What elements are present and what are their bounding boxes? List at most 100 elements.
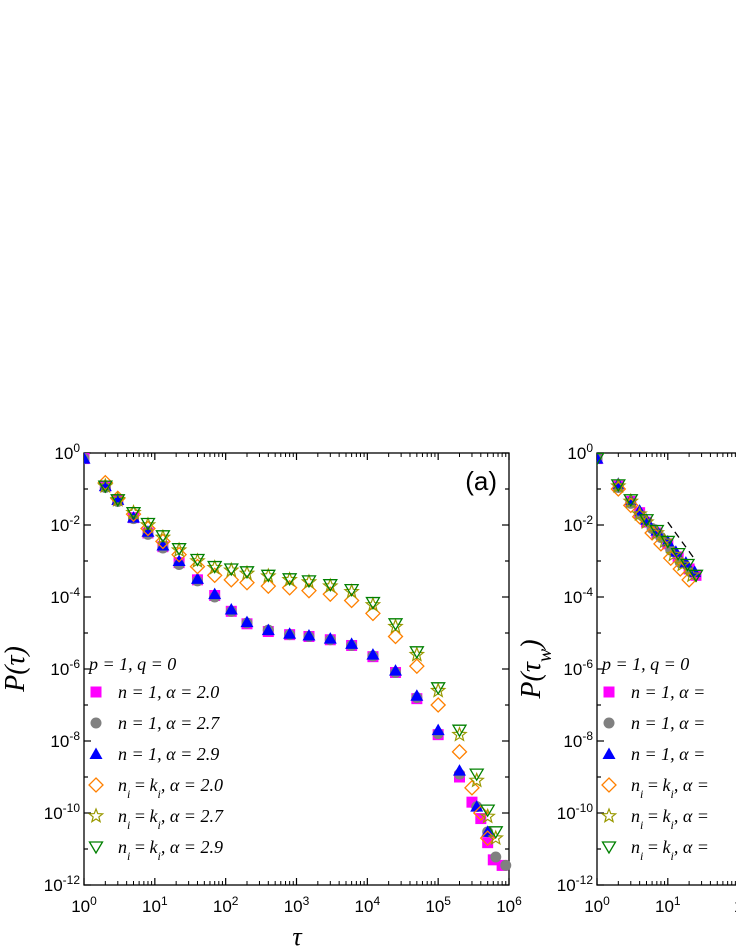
data-point bbox=[431, 723, 445, 736]
data-point bbox=[451, 743, 468, 760]
data-point bbox=[206, 567, 223, 584]
legend-marker bbox=[603, 717, 615, 729]
data-point bbox=[623, 494, 639, 508]
legend-label: n = 1, α = 2.7 bbox=[118, 713, 220, 733]
data-point bbox=[672, 551, 684, 563]
data-point bbox=[343, 584, 360, 597]
data-point bbox=[656, 532, 673, 549]
data-point bbox=[683, 566, 701, 583]
data-point bbox=[301, 575, 317, 589]
legend-marker bbox=[88, 841, 104, 855]
data-point bbox=[653, 535, 669, 552]
legend-marker bbox=[90, 717, 102, 729]
panel-a: 100 101 102 103 104 105 106 100 10-2 10-4 10-6 10-8… bbox=[0, 441, 522, 951]
legend-label: n = 1, α = bbox=[631, 744, 705, 764]
legend-marker bbox=[601, 841, 617, 855]
data-point bbox=[239, 574, 255, 591]
data-layer bbox=[597, 452, 704, 588]
data-point bbox=[468, 771, 485, 788]
x-tick-label: 1 bbox=[734, 897, 736, 916]
y-tick-label: 10-8 bbox=[563, 729, 593, 751]
data-point bbox=[665, 545, 682, 562]
legend-marker bbox=[602, 747, 616, 759]
legend-title: p = 1, q = 0 bbox=[87, 654, 176, 674]
data-point bbox=[472, 805, 489, 821]
x-tick-label: 102 bbox=[213, 894, 239, 916]
legend-label: n = 1, α = 2.0 bbox=[118, 682, 219, 702]
data-point bbox=[140, 520, 156, 537]
data-point bbox=[430, 682, 446, 696]
data-point bbox=[155, 530, 171, 544]
data-point bbox=[631, 505, 648, 522]
data-point bbox=[171, 546, 188, 563]
data-point bbox=[389, 664, 403, 676]
legend-label: ni = ki, α = bbox=[631, 806, 709, 832]
data-point bbox=[170, 541, 188, 558]
y-tick-label: 10-10 bbox=[44, 801, 81, 823]
data-point bbox=[610, 481, 627, 497]
data-point bbox=[238, 564, 256, 581]
data-point bbox=[480, 804, 496, 818]
data-point bbox=[224, 602, 238, 615]
data-point bbox=[469, 768, 485, 782]
data-point bbox=[223, 571, 240, 588]
legend-marker bbox=[87, 807, 105, 824]
panel-label: (a) bbox=[465, 466, 497, 496]
data-point bbox=[97, 480, 113, 494]
data-point bbox=[674, 555, 691, 572]
legend-label: ni = ki, α = 2.9 bbox=[118, 837, 223, 863]
data-point bbox=[644, 525, 661, 541]
y-tick-label: 100 bbox=[54, 441, 80, 463]
data-point bbox=[387, 618, 404, 632]
data-point bbox=[281, 573, 298, 587]
data-point bbox=[430, 697, 447, 713]
panel-b: 100 101 1 100 10-2 10-4 10-6 10-8 10-10 10-12 p = … bbox=[516, 441, 736, 916]
data-point bbox=[125, 507, 142, 520]
y-tick-label: 10-2 bbox=[50, 513, 80, 535]
y-axis-label: P(τ) bbox=[0, 646, 31, 693]
data-point bbox=[223, 563, 239, 577]
data-point bbox=[190, 572, 204, 584]
data-point bbox=[488, 826, 504, 840]
data-point bbox=[661, 534, 675, 547]
data-point bbox=[322, 577, 339, 594]
data-point bbox=[240, 615, 254, 628]
data-point bbox=[451, 725, 468, 742]
data-point bbox=[127, 511, 141, 523]
y-tick-label: 10-2 bbox=[563, 513, 593, 535]
data-point bbox=[500, 859, 512, 871]
data-point bbox=[141, 525, 155, 537]
data-point bbox=[260, 578, 277, 595]
data-point bbox=[189, 553, 206, 567]
data-point bbox=[156, 538, 170, 551]
x-tick-label: 101 bbox=[655, 894, 681, 916]
legend-label: n = 1, α = bbox=[631, 713, 705, 733]
data-point bbox=[302, 629, 316, 641]
data-point bbox=[207, 560, 223, 574]
data-point bbox=[597, 452, 605, 466]
data-point bbox=[649, 524, 665, 538]
x-tick-label: 100 bbox=[71, 894, 97, 916]
data-point bbox=[688, 569, 704, 583]
data-point bbox=[260, 569, 276, 583]
data-point bbox=[475, 813, 487, 825]
data-point bbox=[610, 477, 627, 494]
data-point bbox=[189, 558, 206, 575]
legend-label: n = 1, α = bbox=[631, 682, 705, 702]
data-point bbox=[172, 554, 186, 566]
reference-dashed-line bbox=[667, 521, 697, 562]
x-tick-label: 101 bbox=[142, 894, 168, 916]
data-point bbox=[300, 573, 318, 590]
x-tick-label: 106 bbox=[496, 894, 522, 916]
y-tick-label: 10-12 bbox=[44, 873, 81, 895]
data-point bbox=[487, 829, 504, 846]
y-tick-label: 10-6 bbox=[50, 657, 80, 679]
data-point bbox=[189, 552, 206, 569]
y-tick-label: 10-6 bbox=[563, 657, 593, 679]
legend-marker bbox=[601, 777, 617, 793]
legend-marker bbox=[600, 807, 618, 824]
data-point bbox=[638, 514, 655, 528]
data-point bbox=[452, 764, 466, 776]
data-point bbox=[323, 632, 337, 644]
